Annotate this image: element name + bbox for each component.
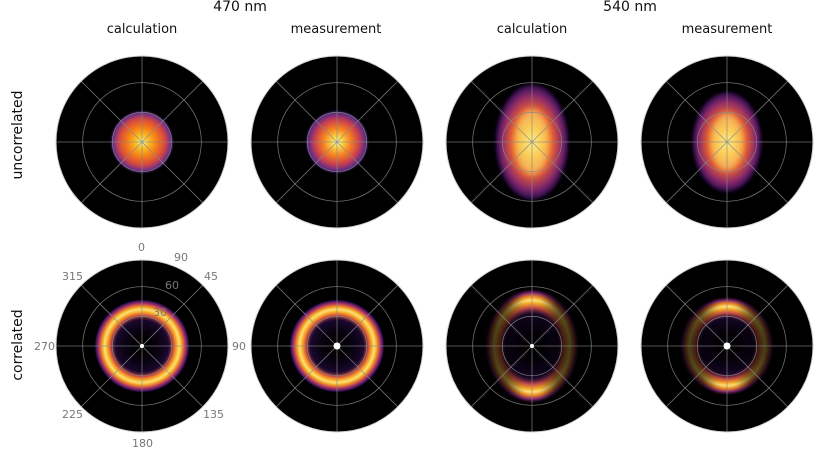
radial-tick-90: 90: [174, 251, 188, 264]
center-marker: [530, 344, 534, 348]
polar-edge: [445, 55, 619, 229]
polar-panel-uncorrelated-measurement-470nm: [250, 55, 424, 229]
column-label-calculation-470: calculation: [106, 22, 178, 37]
polar-panel-correlated-calculation-470nm: [55, 259, 229, 433]
azimuth-grid-spoke: [665, 80, 789, 204]
polar-edge: [250, 259, 424, 433]
center-marker: [333, 342, 341, 350]
wavelength-header-470: 470 nm: [213, 0, 267, 15]
azimuth-grid-spoke: [470, 80, 594, 204]
azimuth-grid-spoke: [275, 80, 399, 204]
center-marker: [723, 342, 731, 350]
column-label-measurement-470: measurement: [290, 22, 382, 37]
azimuth-tick-90: 90: [232, 340, 246, 353]
center-marker: [140, 344, 144, 348]
azimuth-tick-0: 0: [138, 241, 145, 254]
polar-panel-uncorrelated-calculation-540nm: [445, 55, 619, 229]
polar-edge: [55, 259, 229, 433]
azimuth-tick-225: 225: [62, 408, 83, 421]
column-label-measurement-540: measurement: [681, 22, 773, 37]
polar-panel-correlated-calculation-540nm: [445, 259, 619, 433]
column-label-calculation-540: calculation: [496, 22, 568, 37]
polar-panel-uncorrelated-measurement-540nm: [640, 55, 814, 229]
radial-tick-60: 60: [165, 279, 179, 292]
azimuth-tick-315: 315: [62, 270, 83, 283]
azimuth-grid-spoke: [80, 80, 204, 204]
azimuth-tick-45: 45: [204, 270, 218, 283]
polar-edge: [55, 55, 229, 229]
azimuth-tick-270: 270: [34, 340, 55, 353]
row-label-uncorrelated: uncorrelated: [10, 90, 26, 180]
azimuth-tick-135: 135: [203, 408, 224, 421]
polar-panel-correlated-measurement-540nm: [640, 259, 814, 433]
radial-tick-30: 30: [153, 306, 167, 319]
polar-edge: [445, 259, 619, 433]
polar-panel-correlated-measurement-470nm: [250, 259, 424, 433]
polar-edge: [250, 55, 424, 229]
polar-edge: [640, 259, 814, 433]
wavelength-header-540: 540 nm: [603, 0, 657, 15]
azimuth-tick-180: 180: [132, 437, 153, 450]
polar-panel-uncorrelated-calculation-470nm: [55, 55, 229, 229]
polar-edge: [640, 55, 814, 229]
row-label-correlated: correlated: [10, 309, 26, 381]
